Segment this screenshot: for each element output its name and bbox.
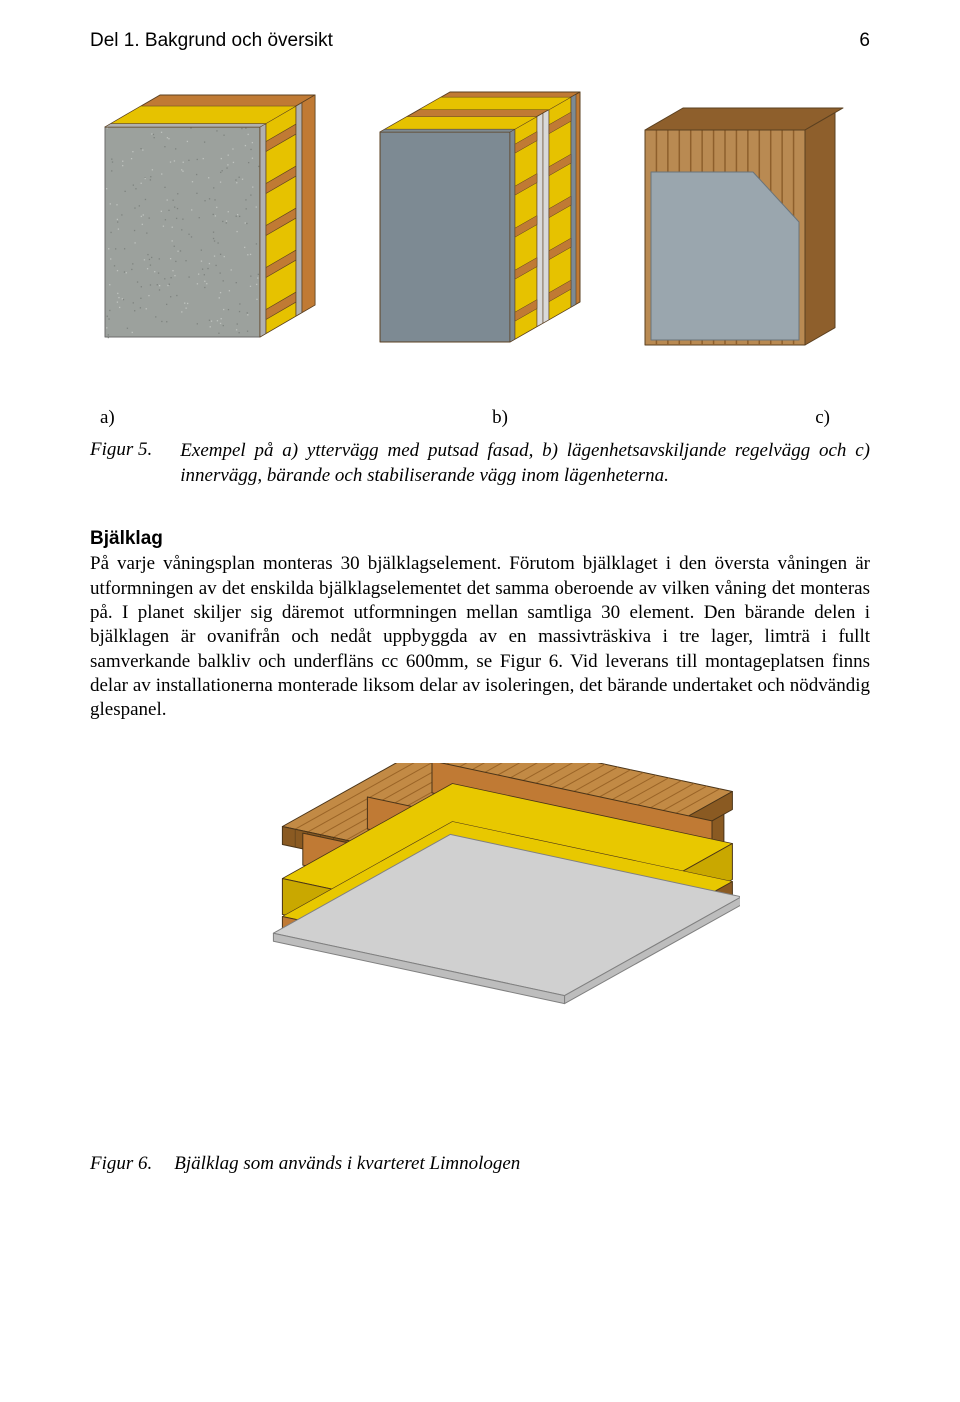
page-header: Del 1. Bakgrund och översikt 6	[90, 30, 870, 52]
figure5-label-a: a)	[90, 407, 347, 429]
header-left: Del 1. Bakgrund och översikt	[90, 30, 333, 52]
figure5-panel-a	[90, 82, 350, 392]
figure6-caption-text: Bjälklag som används i kvarteret Limnolo…	[174, 1153, 520, 1175]
section-heading-bjalklag: Bjälklag	[90, 528, 870, 550]
figure6-wrap	[90, 763, 870, 1093]
header-right: 6	[859, 30, 870, 52]
figure5-row	[90, 82, 870, 392]
figure5-caption-label: Figur 5.	[90, 439, 152, 488]
figure5-panel-c	[630, 82, 870, 392]
figure5-label-c: c)	[613, 407, 870, 429]
figure5-caption-text: Exempel på a) yttervägg med putsad fasad…	[180, 439, 870, 488]
figure6-caption: Figur 6. Bjälklag som används i kvartere…	[90, 1153, 870, 1175]
figure5-labels: a) b) c)	[90, 407, 870, 429]
section-body: På varje våningsplan monteras 30 bjälkla…	[90, 552, 870, 722]
figure6-caption-label: Figur 6.	[90, 1153, 152, 1175]
figure5-label-b: b)	[351, 407, 608, 429]
figure5-caption: Figur 5. Exempel på a) yttervägg med put…	[90, 439, 870, 488]
figure5-panel-b	[370, 82, 610, 392]
